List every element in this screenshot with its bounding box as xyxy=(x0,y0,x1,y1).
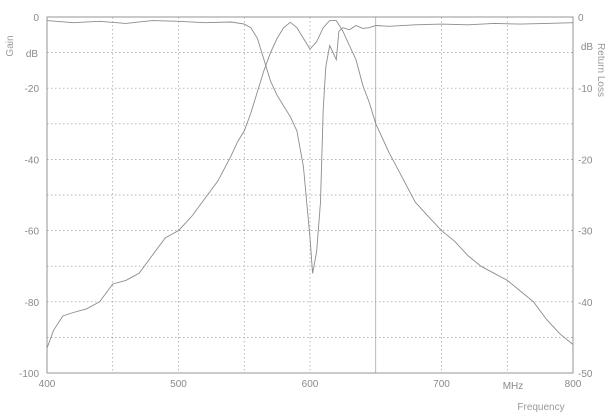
tick-labels: 400 500 600 700 800 0 -20 -40 -60 -80 -100 0 -10 -20 -… xyxy=(19,13,593,390)
plot-frame xyxy=(46,16,574,374)
left-y-tick-label: -40 xyxy=(25,155,40,166)
x-tick-label: 700 xyxy=(433,379,450,390)
x-unit-label: MHz xyxy=(503,381,524,392)
right-axis-label: Return Loss xyxy=(595,43,606,97)
grid-lines xyxy=(47,17,573,373)
x-axis-label: Frequency xyxy=(517,402,564,413)
left-y-tick-label: -60 xyxy=(25,227,40,238)
right-y-tick-label: -30 xyxy=(578,227,593,238)
left-y-tick-label: -80 xyxy=(25,298,40,309)
left-axis-label: Gain xyxy=(5,35,16,56)
left-y-tick-label: -20 xyxy=(25,84,40,95)
right-unit-label: dB xyxy=(581,42,594,53)
x-tick-label: 800 xyxy=(565,379,582,390)
right-y-tick-label: -50 xyxy=(578,369,593,380)
return-loss-series-line xyxy=(46,20,574,274)
right-y-tick-label: -10 xyxy=(578,84,593,95)
x-tick-label: 400 xyxy=(39,379,56,390)
x-tick-label: 500 xyxy=(170,379,187,390)
left-y-tick-label: -100 xyxy=(19,369,39,380)
right-y-tick-label: -20 xyxy=(578,155,593,166)
series-lines xyxy=(46,20,574,349)
left-y-tick-label: 0 xyxy=(33,13,39,24)
left-unit-label: dB xyxy=(26,49,39,60)
gain-series-line xyxy=(46,20,574,349)
x-tick-label: 600 xyxy=(302,379,319,390)
right-y-tick-label: -40 xyxy=(578,298,593,309)
right-y-tick-label: 0 xyxy=(578,13,584,24)
